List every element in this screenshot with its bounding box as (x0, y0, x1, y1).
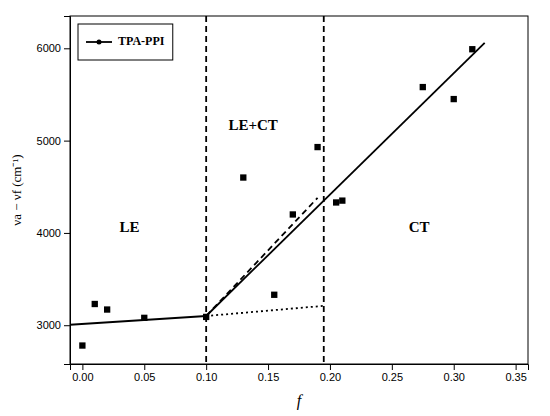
line (206, 198, 317, 316)
tick: 0.15 (258, 364, 279, 383)
line (206, 43, 485, 316)
tick-mark (64, 141, 70, 142)
scatter-point (104, 306, 110, 312)
tick-mark (392, 364, 393, 370)
chart: 0.00 0.05 0.10 0.15 0.20 0.25 0.30 0.35 3000 4000… (0, 0, 550, 416)
tick: 0.20 (320, 364, 341, 383)
legend: TPA-PPI (78, 24, 173, 60)
scatter-point (451, 96, 457, 102)
plot-area: 0.00 0.05 0.10 0.15 0.20 0.25 0.30 0.35 3000 4000… (37, 16, 529, 383)
x-axis-title: f (297, 392, 304, 410)
region-label: CT (409, 219, 430, 235)
tick-mark (268, 364, 269, 370)
scatter-point (333, 199, 339, 205)
tick: 4000 (37, 227, 70, 239)
tick-mark (516, 364, 517, 370)
tick-label: 5000 (37, 135, 61, 147)
tick-mark (144, 364, 145, 370)
tick: 0.25 (382, 364, 403, 383)
marks (70, 16, 485, 364)
scatter-point (240, 174, 246, 180)
tick-label: 0.20 (320, 371, 341, 383)
tick-label: 6000 (37, 42, 61, 54)
tick: 6000 (37, 42, 70, 54)
line (70, 316, 206, 325)
tick-label: 0.25 (382, 371, 403, 383)
region-label: LE (119, 219, 139, 235)
plot-frame (70, 16, 528, 364)
scatter-point (469, 46, 475, 52)
tick-mark (82, 364, 83, 370)
tick-mark (330, 364, 331, 370)
tick-label: 0.05 (134, 371, 155, 383)
tick-label: 4000 (37, 227, 61, 239)
tick-mark (206, 364, 207, 370)
tick: 5000 (37, 135, 70, 147)
tick: 3000 (37, 319, 70, 331)
tick: 0.05 (134, 364, 155, 383)
tick: 0.10 (196, 364, 217, 383)
axis-line (71, 365, 529, 371)
tick: 0.00 (72, 364, 93, 383)
vertical-line (323, 16, 325, 364)
x-axis: 0.00 0.05 0.10 0.15 0.20 0.25 0.30 0.35 (71, 364, 529, 383)
legend-marker (97, 40, 102, 45)
tick: 0.35 (505, 364, 526, 383)
scatter-point (92, 301, 98, 307)
legend-item: TPA-PPI (86, 34, 165, 48)
tick-mark (64, 233, 70, 234)
tick-label: 0.30 (444, 371, 465, 383)
tick-mark (454, 364, 455, 370)
line (206, 306, 324, 316)
scatter-point (290, 211, 296, 217)
scatter-point (339, 197, 345, 203)
tick-label: 0.10 (196, 371, 217, 383)
scatter-point (271, 292, 277, 298)
legend-label: TPA-PPI (118, 34, 165, 48)
vertical-line (205, 16, 207, 364)
scatter-point (314, 144, 320, 150)
region-label: LE+CT (228, 117, 277, 133)
scatter-point (420, 84, 426, 90)
tick-label: 0.35 (505, 371, 526, 383)
y-axis-title: νa − νf (cm⁻¹) (9, 154, 24, 225)
tick: 0.30 (444, 364, 465, 383)
tick-label: 0.15 (258, 371, 279, 383)
y-axis: 3000 4000 5000 6000 (37, 17, 71, 365)
tick-label: 3000 (37, 319, 61, 331)
tick-label: 0.00 (72, 371, 93, 383)
axis-line (64, 17, 71, 365)
tick-mark (64, 48, 70, 49)
tick-mark (64, 325, 70, 326)
scatter-point (79, 342, 85, 348)
legend-box (78, 24, 173, 60)
